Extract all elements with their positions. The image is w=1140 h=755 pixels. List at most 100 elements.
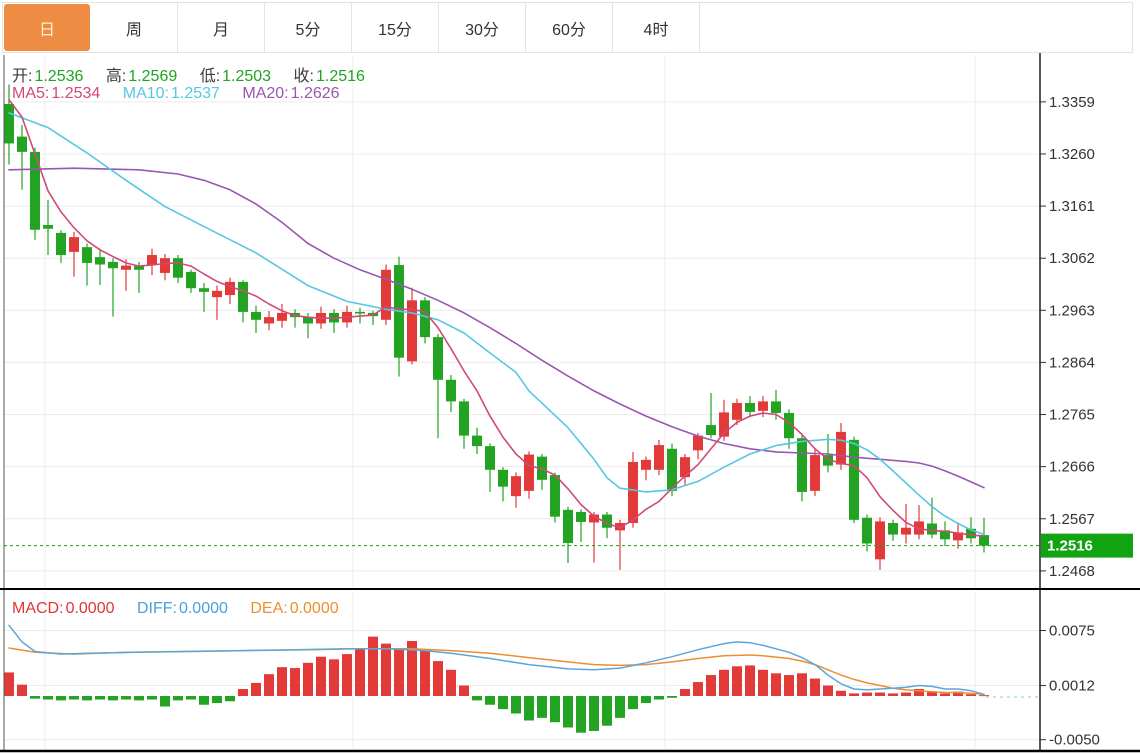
candle-body [758,401,768,411]
tab-60min[interactable]: 60分 [526,3,613,52]
macd-bar [849,693,859,697]
macd-bar [680,689,690,697]
ma5-label: MA5: [12,85,50,102]
macd-bar [524,696,534,721]
candle-body [95,257,105,265]
tab-month[interactable]: 月 [178,3,265,52]
candle-body [576,511,586,522]
macd-bar [615,696,625,718]
macd-bar [836,690,846,697]
candle-body [121,265,131,270]
tab-week[interactable]: 周 [91,3,178,52]
open-value: 1.2536 [34,68,84,85]
price-tick-label: 1.2864 [1049,354,1095,371]
candle-body [407,300,417,362]
ma-legend: MA5: 1.2534 MA10: 1.2537 MA20: 1.2626 [12,85,342,103]
candle-body [173,258,183,278]
macd-bar [277,667,287,697]
dea-line [8,647,985,696]
candle-body [277,312,287,321]
macd-bar [30,696,40,699]
close-value: 1.2516 [315,68,365,85]
candle-body [355,311,365,314]
candle-body [680,457,690,478]
candle-body [160,258,170,273]
ma20-value: 1.2626 [290,85,340,102]
ma5-line [8,98,985,537]
macd-bar [43,696,53,700]
diff-label: DIFF: [136,600,177,617]
tab-4hour[interactable]: 4时 [613,3,700,52]
macd-bar [446,669,456,697]
macd-bar [121,696,131,700]
candle-body [615,522,625,531]
macd-bar [979,695,989,697]
ma10-label: MA10: [122,85,169,102]
macd-bar [108,696,118,701]
candle-body [797,438,807,492]
candle-body [966,528,976,539]
candle-body [420,300,430,338]
candle-body [251,311,261,320]
macd-bar [329,659,339,697]
macd-bar [160,696,170,707]
macd-bar [537,696,547,718]
price-tick-label: 1.3359 [1049,94,1095,111]
macd-bar [368,636,378,697]
candle-body [953,532,963,541]
macd-bar [342,654,352,697]
candle-body [810,455,820,491]
tab-day[interactable]: 日 [4,4,90,51]
macd-bar [56,696,66,701]
macd-bar [485,696,495,705]
candle-body [849,439,859,520]
tab-30min[interactable]: 30分 [439,3,526,52]
macd-bar [797,673,807,697]
macd-bar [316,656,326,697]
macd-bar [706,675,716,697]
macd-bar [212,696,222,704]
current-price-label: 1.2516 [1047,538,1093,555]
diff-line [8,624,985,696]
macd-bar [667,696,677,698]
macd-bar [602,696,612,726]
candle-body [979,535,989,546]
macd-bar [264,674,274,697]
macd-bar [238,689,248,697]
candle-body [43,225,53,229]
macd-bar [82,696,92,701]
candle-body [472,435,482,447]
current-price-badge [1041,533,1133,558]
candle-body [238,281,248,312]
candle-body [589,514,599,523]
diff-value: 0.0000 [178,600,228,617]
macd-bar [381,643,391,697]
candle-body [784,412,794,439]
macd-bar [4,672,14,697]
macd-bar [589,696,599,731]
macd-bar [732,666,742,697]
candle-body [875,521,885,560]
macd-tick-label: 0.0012 [1049,678,1095,695]
candle-body [303,317,313,324]
dea-label: DEA: [250,600,288,617]
candle-body [264,317,274,324]
macd-bar [719,669,729,697]
macd-bar [823,685,833,697]
macd-bar [394,647,404,697]
macd-bar [407,640,417,697]
close-label: 收: [293,68,314,85]
candle-body [147,255,157,266]
candle-body [862,517,872,544]
macd-bar [771,673,781,697]
macd-bar [953,691,963,697]
candle-body [745,402,755,412]
price-tick-label: 1.3161 [1049,198,1095,215]
tab-5min[interactable]: 5分 [265,3,352,52]
macd-bar [225,696,235,702]
candle-body [225,281,235,296]
tab-15min[interactable]: 15分 [352,3,439,52]
